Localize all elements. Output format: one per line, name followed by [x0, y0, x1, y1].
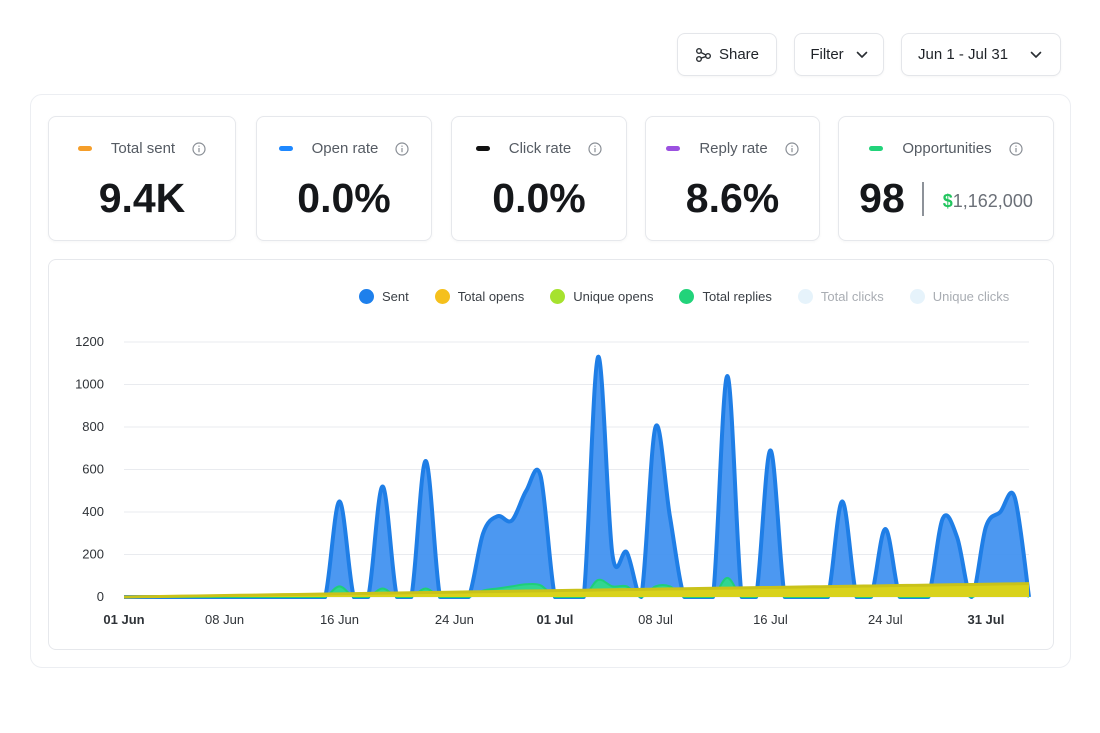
legend-dot — [550, 289, 566, 304]
legend-dot — [434, 289, 450, 304]
x-tick-label: 08 Jun — [205, 612, 244, 627]
legend-label: Total opens — [457, 289, 525, 304]
x-tick-label: 24 Jun — [435, 612, 474, 627]
stat-label: Opportunities — [902, 140, 992, 157]
date-range-label: Jun 1 - Jul 31 — [918, 46, 1009, 63]
total-sent-swatch — [77, 146, 92, 151]
legend-dot — [359, 289, 374, 304]
legend-item-total-replies[interactable]: Total replies — [679, 289, 772, 304]
info-icon[interactable] — [395, 141, 409, 156]
y-tick-label: 600 — [82, 462, 104, 477]
filter-button[interactable]: Filter — [794, 33, 884, 76]
series-opens-line — [123, 582, 1030, 599]
stat-label: Reply rate — [699, 140, 768, 157]
legend-item-unique-clicks[interactable]: Unique clicks — [909, 289, 1010, 304]
stat-value: 0.0% — [492, 175, 586, 221]
legend-label: Total clicks — [820, 289, 884, 304]
stat-value: 9.4K — [98, 175, 186, 221]
x-tick-label: 08 Jul — [638, 612, 673, 627]
share-icon — [695, 47, 711, 62]
legend-item-unique-opens[interactable]: Unique opens — [550, 289, 653, 304]
y-tick-label: 800 — [82, 419, 104, 434]
stat-card-total-sent: Total sent 9.4K — [48, 116, 236, 241]
legend-item-total-clicks[interactable]: Total clicks — [797, 289, 884, 304]
share-label: Share — [718, 46, 760, 63]
stat-card-opportunities: Opportunities 98 $1,162,000 — [838, 116, 1054, 241]
x-tick-label: 16 Jun — [320, 612, 359, 627]
x-tick-label: 16 Jul — [753, 612, 788, 627]
legend-item-total-opens[interactable]: Total opens — [434, 289, 525, 304]
stat-label: Total sent — [110, 140, 176, 157]
legend-label: Total replies — [702, 289, 772, 304]
legend-dot — [909, 289, 925, 304]
info-icon[interactable] — [192, 141, 206, 156]
dollar-sign: $ — [942, 191, 953, 211]
opportunities-amount: 1,162,000 — [952, 191, 1033, 211]
chart-container: Sent Total opens Unique opens Total repl… — [48, 259, 1054, 650]
stat-label: Click rate — [508, 140, 572, 157]
legend-label: Unique opens — [573, 289, 654, 304]
toolbar: Share Filter Jun 1 - Jul 31 — [677, 33, 1061, 76]
info-icon[interactable] — [588, 141, 602, 156]
open-rate-swatch — [278, 146, 293, 151]
opportunities-swatch — [869, 146, 884, 151]
click-rate-swatch — [475, 146, 490, 151]
share-button[interactable]: Share — [677, 33, 777, 76]
y-tick-label: 1000 — [75, 377, 104, 392]
series-sent-area — [124, 356, 1029, 597]
info-icon[interactable] — [1009, 141, 1023, 156]
legend-dot — [679, 289, 695, 304]
stat-card-reply-rate: Reply rate 8.6% — [645, 116, 820, 241]
info-icon[interactable] — [785, 141, 799, 156]
date-range-select[interactable]: Jun 1 - Jul 31 — [901, 33, 1061, 76]
stat-value: 8.6% — [685, 175, 780, 221]
y-tick-label: 0 — [97, 589, 104, 604]
y-tick-label: 400 — [82, 504, 104, 519]
area-chart[interactable]: 1200 1000 800 600 400 200 0 01 Jun 08 Jun 16 Jun 2… — [49, 260, 1055, 651]
stat-value: 0.0% — [297, 175, 391, 221]
stat-card-click-rate: Click rate 0.0% — [451, 116, 627, 241]
x-tick-label: 01 Jul — [537, 612, 574, 627]
analytics-panel: Total sent 9.4K Open rate 0.0% Click rat… — [30, 94, 1071, 668]
chevron-down-icon — [1030, 51, 1042, 58]
series-sent-line — [123, 354, 1031, 599]
x-tick-label: 01 Jun — [103, 612, 144, 627]
stat-label: Open rate — [311, 140, 379, 157]
y-tick-label: 200 — [82, 547, 104, 562]
x-tick-label: 31 Jul — [967, 612, 1004, 627]
opportunities-value: $1,162,000 — [943, 191, 1033, 212]
legend-label: Unique clicks — [932, 289, 1010, 304]
chevron-down-icon — [856, 51, 867, 58]
legend-label: Sent — [382, 289, 409, 304]
stat-card-open-rate: Open rate 0.0% — [256, 116, 432, 241]
filter-label: Filter — [810, 46, 844, 63]
opportunities-count: 98 — [859, 175, 905, 221]
legend-dot — [797, 289, 813, 304]
y-tick-label: 1200 — [75, 334, 104, 349]
x-tick-label: 24 Jul — [868, 612, 903, 627]
reply-rate-swatch — [666, 146, 681, 151]
divider — [921, 181, 924, 216]
opportunities-values: 98 $1,162,000 — [839, 175, 1053, 222]
legend-item-sent[interactable]: Sent — [359, 289, 409, 304]
chart-legend: Sent Total opens Unique opens Total repl… — [359, 289, 1009, 304]
